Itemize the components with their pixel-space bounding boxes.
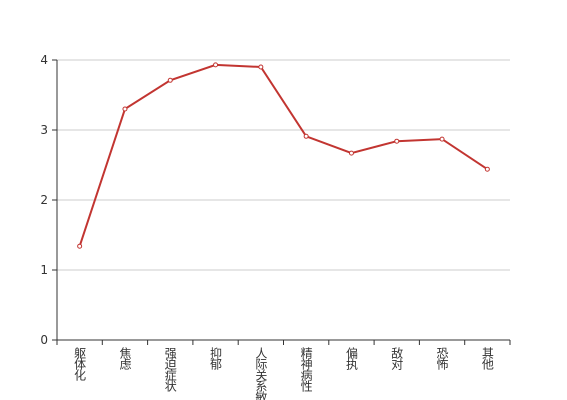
x-tick-label: 抑郁 bbox=[209, 346, 223, 371]
point bbox=[348, 150, 354, 156]
point bbox=[303, 133, 309, 139]
x-tick-label: 强迫症状 bbox=[163, 347, 177, 392]
y-tick-label: 2 bbox=[40, 193, 48, 207]
x-tick-label: 躯体化 bbox=[73, 346, 87, 382]
x-tick-label: 焦虑 bbox=[118, 347, 132, 370]
x-tick-label: 其他 bbox=[480, 347, 494, 370]
y-tick-label: 0 bbox=[40, 333, 48, 347]
point bbox=[77, 243, 83, 249]
point bbox=[213, 62, 219, 68]
point bbox=[122, 106, 128, 112]
x-tick-label: 偏执 bbox=[344, 346, 358, 371]
x-tick-label: 敌对 bbox=[390, 346, 404, 370]
x-tick-label: 精神病性 bbox=[299, 347, 313, 393]
y-tick-label: 4 bbox=[40, 53, 48, 67]
point bbox=[484, 166, 490, 172]
line bbox=[78, 63, 488, 247]
y-tick-label: 3 bbox=[40, 123, 48, 137]
point bbox=[258, 64, 264, 70]
x-tick-label: 人际关系敏感 bbox=[254, 347, 268, 400]
x-tick-label: 恐怖 bbox=[435, 347, 449, 370]
point bbox=[394, 138, 400, 144]
point bbox=[167, 77, 173, 83]
point bbox=[439, 136, 445, 142]
y-tick-label: 1 bbox=[40, 263, 48, 277]
